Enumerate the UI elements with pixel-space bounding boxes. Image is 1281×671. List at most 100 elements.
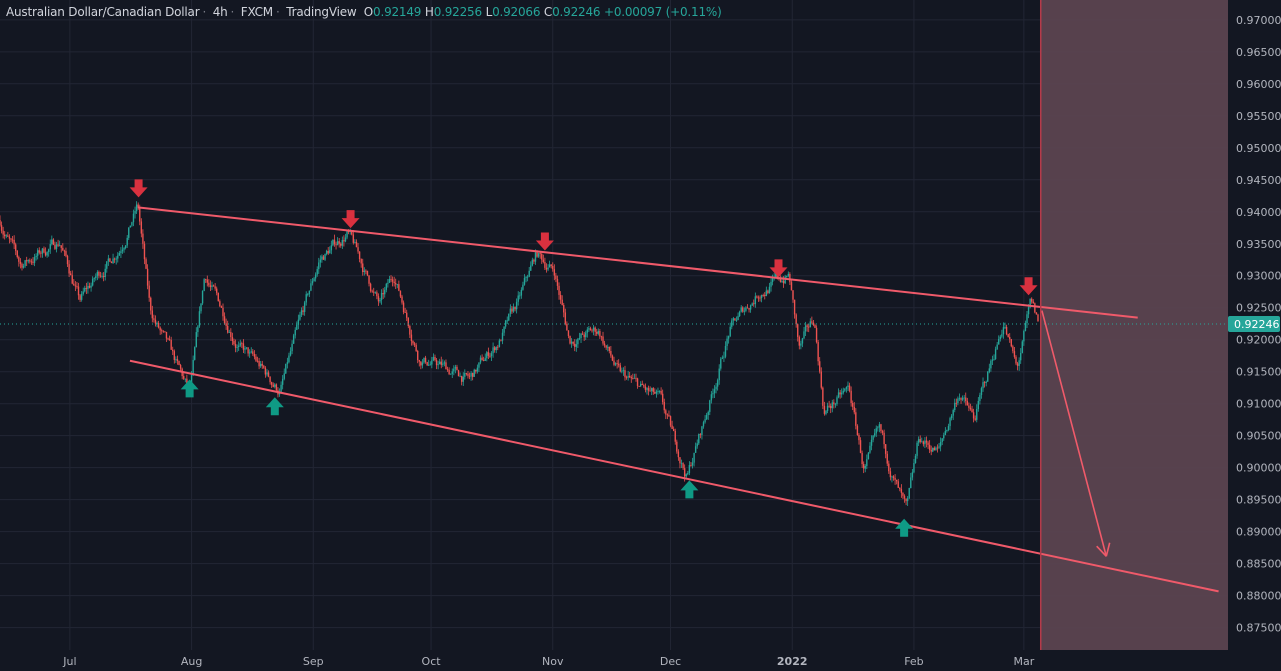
- candle-body: [35, 255, 37, 258]
- candle-body: [205, 279, 207, 281]
- candle-body: [132, 213, 135, 223]
- candle-body: [840, 392, 843, 395]
- candle-body: [406, 312, 408, 318]
- candle-body: [0, 220, 1, 226]
- candle-body: [574, 343, 576, 347]
- candle-body: [800, 343, 802, 346]
- candle-body: [683, 468, 686, 477]
- plot-background: [0, 0, 1228, 650]
- candle-body: [509, 308, 512, 314]
- candle-body: [588, 328, 590, 330]
- candle-body: [1021, 341, 1023, 353]
- candle-body: [748, 308, 750, 310]
- candle-body: [305, 294, 307, 303]
- candle-body: [611, 355, 614, 361]
- candle-body: [906, 498, 909, 502]
- candle-body: [503, 326, 505, 333]
- projection-arrow-head: [1105, 542, 1111, 557]
- candle-body: [448, 369, 450, 375]
- candle-body: [275, 384, 278, 391]
- candle-body: [129, 225, 132, 228]
- candle-body: [69, 273, 72, 276]
- candle-body: [710, 394, 713, 401]
- candle-body: [162, 330, 165, 332]
- candle-body: [979, 394, 981, 401]
- candle-body: [120, 251, 122, 254]
- candle-body: [702, 422, 705, 427]
- candle-body: [563, 305, 565, 313]
- candle-body: [994, 349, 997, 360]
- candle-body: [1026, 314, 1028, 324]
- drawings[interactable]: [129, 179, 1219, 593]
- arrow-up-icon: [265, 397, 284, 416]
- candle-body: [613, 360, 615, 365]
- candle-body: [281, 378, 284, 385]
- candle-body: [358, 251, 361, 260]
- candle-body: [164, 331, 166, 333]
- candle-body: [424, 357, 427, 363]
- candle-body: [815, 327, 818, 343]
- time-tick-label: Jul: [62, 655, 76, 668]
- candle-body: [216, 288, 218, 293]
- chart-legend: Australian Dollar/Canadian Dollar · 4h · F…: [6, 5, 722, 19]
- candle-body: [749, 305, 752, 310]
- candle-body: [635, 377, 637, 379]
- candle-body: [972, 412, 975, 419]
- candle-body: [641, 383, 643, 386]
- candle-body: [795, 314, 797, 325]
- candle-body: [869, 445, 871, 453]
- candle-body: [955, 402, 958, 404]
- candle-body: [467, 373, 469, 376]
- candle-body: [996, 344, 998, 350]
- candle-body: [932, 447, 934, 452]
- candle-body: [685, 474, 687, 477]
- candle-body: [958, 398, 961, 400]
- candle-body: [922, 441, 925, 445]
- candle-body: [811, 321, 813, 323]
- candle-body: [126, 237, 128, 246]
- candle-body: [96, 271, 99, 277]
- candle-body: [961, 397, 964, 400]
- candle-body: [395, 283, 397, 285]
- candle-body: [820, 371, 822, 388]
- candle-body: [808, 326, 810, 328]
- candle-body: [837, 392, 840, 398]
- price-axis[interactable]: [1228, 0, 1281, 671]
- candle-body: [924, 440, 926, 445]
- candle-body: [831, 402, 833, 409]
- candle-body: [324, 254, 326, 260]
- candle-body: [453, 368, 455, 372]
- candle-body: [344, 237, 347, 242]
- candle-body: [57, 244, 59, 246]
- candle-body: [382, 293, 384, 295]
- candle-body: [376, 292, 378, 297]
- candle-body: [85, 287, 88, 289]
- price-tick-label: 0.88000: [1236, 590, 1281, 603]
- symbol-name[interactable]: Australian Dollar/Canadian Dollar: [6, 5, 200, 19]
- candle-body: [340, 243, 342, 246]
- price-tick-label: 0.90500: [1236, 430, 1281, 443]
- candle-body: [1005, 326, 1008, 335]
- candle-body: [30, 261, 33, 263]
- candle-body: [718, 368, 720, 381]
- candle-body: [870, 439, 873, 446]
- candle-body: [457, 370, 460, 377]
- candle-body: [153, 318, 155, 320]
- candle-body: [379, 300, 381, 302]
- candle-body: [522, 284, 524, 290]
- candle-body: [226, 325, 229, 333]
- interval[interactable]: 4h: [212, 5, 228, 19]
- candle-body: [693, 452, 695, 463]
- candle-body: [142, 233, 144, 244]
- candle-body: [687, 473, 689, 475]
- candle-body: [762, 295, 764, 296]
- candle-body: [10, 238, 12, 240]
- candle-body: [267, 372, 270, 377]
- candle-body: [844, 388, 846, 391]
- candle-body: [530, 265, 532, 271]
- candle-body: [910, 477, 912, 489]
- candle-body: [176, 359, 179, 362]
- candle-body: [680, 463, 683, 465]
- candle-body: [597, 331, 599, 334]
